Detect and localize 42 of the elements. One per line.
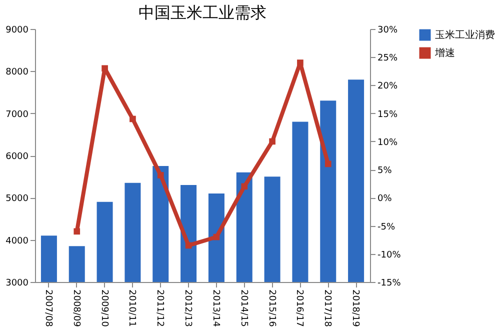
point [324, 160, 332, 168]
point [185, 242, 192, 249]
point [241, 183, 248, 190]
x-tick-label: 2016/17 [294, 290, 304, 327]
y2-tick-label: 5% [378, 166, 392, 176]
point [102, 65, 108, 72]
chart-title: 中国玉米工业需求 [138, 3, 266, 22]
x-tick-label: 2014/15 [238, 290, 248, 327]
y2-tick-label: 20% [378, 82, 398, 92]
point [269, 138, 276, 145]
x-tick-label: 2007/08 [42, 290, 53, 328]
x-tick-label: 2012/13 [182, 290, 193, 327]
x-tick-label: 2013/14 [210, 290, 220, 328]
y2-tick-label: 30% [378, 26, 398, 36]
y2-tick-label: 25% [378, 54, 398, 64]
y2-tick-label: 0% [378, 194, 392, 204]
y2-tick-label: 15% [378, 110, 398, 120]
y-tick-label: 9000 [6, 26, 29, 36]
y2-tick-label: -15% [378, 278, 402, 288]
y-tick-label: 5000 [6, 194, 29, 204]
point [74, 228, 80, 235]
point [213, 234, 220, 240]
x-tick-label: 2010/11 [126, 290, 137, 327]
y-tick-label: 8000 [6, 68, 29, 78]
y-tick-label: 7000 [6, 110, 29, 120]
y2-tick-label: -5% [378, 222, 396, 232]
x-tick-label: 2011/12 [154, 290, 165, 327]
y2-tick-label: 10% [378, 138, 398, 148]
x-tick-label: 2008/09 [70, 290, 81, 328]
y-tick-label: 3000 [6, 278, 29, 288]
x-tick-label: 2017/18 [322, 290, 332, 328]
y2-tick-label: -10% [378, 250, 402, 260]
point [297, 60, 304, 66]
y-tick-label: 6000 [6, 152, 29, 162]
legend-label: 增速 [434, 47, 455, 59]
y-tick-label: 4000 [6, 236, 29, 246]
x-tick-label: 2015/16 [266, 290, 276, 328]
point [157, 172, 164, 178]
legend-label: 玉米工业消费 [435, 29, 495, 41]
point [130, 116, 136, 122]
x-tick-label: 2009/10 [98, 290, 109, 328]
x-tick-label: 2018/19 [350, 290, 360, 328]
